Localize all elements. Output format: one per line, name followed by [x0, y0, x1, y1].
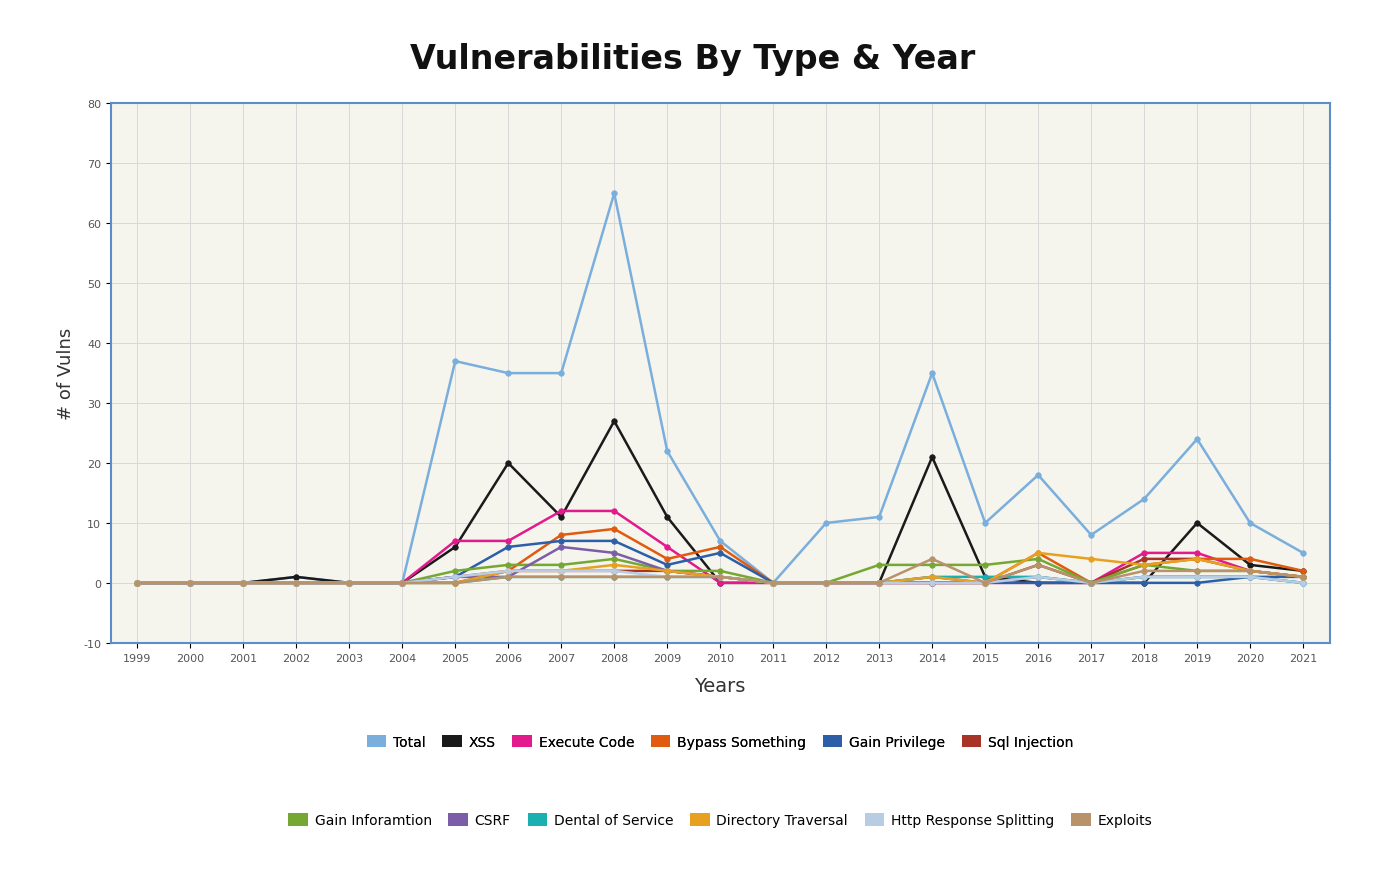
Text: Vulnerabilities By Type & Year: Vulnerabilities By Type & Year: [410, 43, 975, 76]
Y-axis label: # of Vulns: # of Vulns: [57, 328, 75, 420]
Legend: Gain Inforamtion, CSRF, Dental of Service, Directory Traversal, Http Response Sp: Gain Inforamtion, CSRF, Dental of Servic…: [288, 813, 1152, 827]
X-axis label: Years: Years: [694, 677, 747, 695]
Legend: Total, XSS, Execute Code, Bypass Something, Gain Privilege, Sql Injection: Total, XSS, Execute Code, Bypass Somethi…: [367, 735, 1073, 749]
